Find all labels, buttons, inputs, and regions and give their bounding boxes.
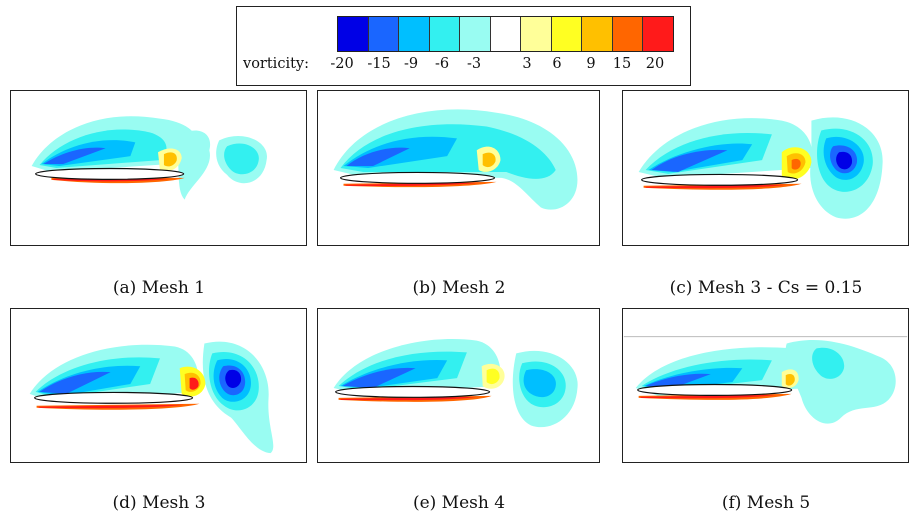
colorbar-tick: 6 — [552, 56, 562, 72]
colorbar-tick: -6 — [434, 56, 450, 72]
caption-a: (a) Mesh 1 — [112, 278, 206, 298]
caption-e: (e) Mesh 4 — [412, 493, 506, 513]
colorbar-tick: 15 — [612, 56, 632, 72]
vorticity-field — [31, 116, 267, 200]
panel-d-vorticity-plot — [10, 308, 307, 463]
colorbar-swatch — [582, 17, 613, 51]
colorbar-swatch — [612, 17, 644, 51]
colorbar-swatch — [643, 17, 674, 51]
colorbar-swatch — [399, 17, 430, 51]
colorbar-swatch — [429, 17, 461, 51]
colorbar-swatch — [368, 17, 400, 51]
colorbar-swatch — [490, 17, 522, 51]
colorbar-tick: -20 — [330, 56, 354, 72]
caption-c: (c) Mesh 3 - Cs = 0.15 — [669, 278, 863, 298]
panel-f-vorticity-plot — [622, 308, 909, 463]
colorbar-swatch — [338, 17, 369, 51]
colorbar-swatch — [460, 17, 491, 51]
panel-a-vorticity-plot — [10, 90, 307, 246]
colorbar-swatches — [337, 16, 674, 52]
vorticity-field — [623, 336, 908, 424]
colorbar-tick: 9 — [586, 56, 596, 72]
vorticity-colorbar: vorticity: -20 -15 -9 -6 -3 3 6 9 15 20 — [236, 6, 691, 86]
caption-d: (d) Mesh 3 — [112, 493, 206, 513]
colorbar-swatch — [521, 17, 552, 51]
colorbar-tick: -9 — [403, 56, 419, 72]
vorticity-field — [638, 117, 883, 219]
panel-e-vorticity-plot — [317, 308, 600, 463]
panel-c-vorticity-plot — [622, 90, 909, 246]
colorbar-tick: 3 — [522, 56, 532, 72]
colorbar-tick: 20 — [645, 56, 665, 72]
vorticity-field — [333, 338, 578, 428]
caption-f: (f) Mesh 5 — [721, 493, 811, 513]
caption-b: (b) Mesh 2 — [412, 278, 506, 298]
colorbar-tick: -15 — [367, 56, 391, 72]
colorbar-swatch — [551, 17, 583, 51]
colorbar-label: vorticity: — [243, 56, 309, 72]
vorticity-field — [29, 341, 274, 454]
vorticity-field — [333, 109, 578, 210]
colorbar-tick: -3 — [466, 56, 482, 72]
panel-b-vorticity-plot — [317, 90, 600, 246]
